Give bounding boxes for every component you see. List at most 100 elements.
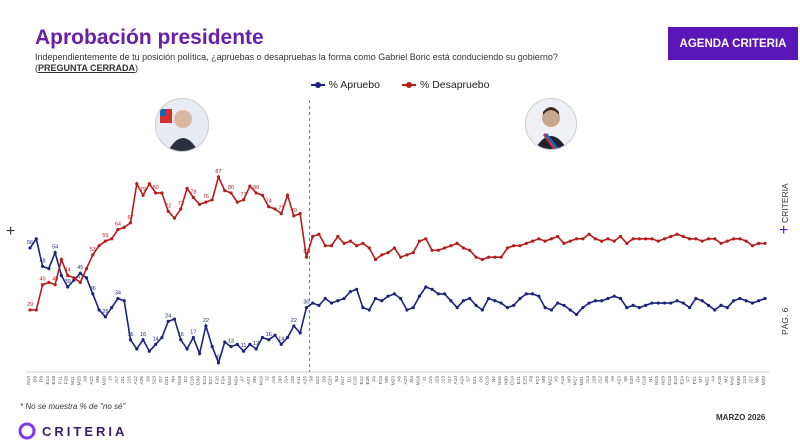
- point-desapruebo: [91, 253, 95, 257]
- point-apruebo: [66, 285, 70, 289]
- x-tick-label: E11: [516, 376, 522, 385]
- x-tick-label: M6: [95, 376, 101, 383]
- x-tick-label: A5: [554, 376, 560, 382]
- point-apruebo: [480, 308, 484, 312]
- x-tick-label: M22: [547, 376, 553, 386]
- point-desapruebo: [229, 191, 233, 195]
- data-label-apruebo: 13: [228, 339, 234, 345]
- x-tick-label: F9: [372, 376, 378, 382]
- point-apruebo: [631, 303, 635, 307]
- data-label-desapruebo: 53: [90, 247, 96, 253]
- point-desapruebo: [543, 239, 547, 243]
- data-label-desapruebo: 44: [65, 268, 71, 274]
- point-apruebo: [59, 273, 64, 278]
- agenda-criteria-button[interactable]: AGENDA CRITERIA: [668, 27, 798, 60]
- x-tick-label: A18: [717, 376, 723, 385]
- data-label-desapruebo: 29: [27, 302, 33, 308]
- series-line-apruebo: [29, 236, 766, 366]
- point-desapruebo: [725, 239, 729, 243]
- point-apruebo: [122, 299, 126, 303]
- point-desapruebo: [537, 237, 541, 241]
- x-tick-label: E12: [359, 376, 365, 385]
- x-tick-label: N17: [340, 376, 346, 385]
- point-desapruebo: [449, 244, 453, 248]
- x-tick-label: M11: [70, 376, 76, 385]
- point-desapruebo: [562, 241, 566, 246]
- point-desapruebo: [298, 211, 302, 216]
- point-apruebo: [530, 292, 535, 296]
- point-apruebo: [103, 315, 107, 319]
- x-tick-label: A6: [397, 376, 403, 382]
- data-label-desapruebo: 71: [278, 206, 284, 212]
- point-desapruebo: [216, 175, 221, 179]
- point-desapruebo: [122, 225, 126, 229]
- point-desapruebo: [141, 193, 145, 197]
- point-desapruebo: [656, 239, 660, 243]
- point-apruebo: [166, 319, 170, 324]
- x-tick-label: D16: [189, 376, 195, 385]
- point-desapruebo: [455, 241, 459, 246]
- point-desapruebo: [154, 191, 158, 195]
- x-tick-label: A26: [139, 376, 145, 385]
- x-tick-label: J3: [108, 376, 114, 381]
- point-desapruebo: [66, 273, 70, 278]
- point-desapruebo: [505, 246, 510, 250]
- x-tick-label: S21: [472, 376, 478, 385]
- data-label-apruebo: 16: [140, 332, 146, 338]
- data-label-desapruebo: 52: [303, 249, 309, 255]
- data-label-apruebo: 56: [27, 240, 33, 246]
- point-desapruebo: [650, 237, 654, 241]
- point-apruebo: [568, 308, 572, 312]
- x-tick-label: S6: [623, 376, 629, 382]
- point-apruebo: [574, 312, 579, 317]
- point-desapruebo: [612, 239, 616, 243]
- x-tick-label: N30: [503, 376, 509, 385]
- plus-icon-right[interactable]: +: [779, 222, 789, 239]
- point-apruebo: [556, 301, 560, 305]
- x-tick-label: O5: [478, 376, 484, 383]
- point-apruebo: [216, 361, 221, 365]
- point-apruebo: [600, 299, 604, 303]
- point-apruebo: [311, 301, 315, 305]
- data-label-desapruebo: 87: [215, 169, 221, 175]
- point-desapruebo: [593, 237, 597, 241]
- x-tick-label: N4: [170, 376, 176, 382]
- point-desapruebo: [480, 257, 484, 262]
- point-apruebo: [267, 338, 271, 342]
- point-apruebo: [524, 292, 528, 296]
- point-desapruebo: [292, 214, 296, 218]
- point-desapruebo: [757, 241, 761, 246]
- point-apruebo: [518, 296, 522, 301]
- x-tick-label: A19: [560, 376, 566, 385]
- point-apruebo: [581, 306, 585, 310]
- point-desapruebo: [311, 234, 315, 239]
- point-desapruebo: [681, 234, 685, 239]
- point-desapruebo: [669, 234, 673, 239]
- point-desapruebo: [273, 207, 277, 211]
- x-tick-label: M6: [755, 376, 761, 383]
- point-apruebo: [141, 338, 145, 342]
- x-tick-label: M24: [233, 376, 239, 386]
- point-apruebo: [317, 303, 321, 307]
- point-desapruebo: [179, 207, 183, 211]
- point-apruebo: [681, 301, 685, 305]
- point-apruebo: [204, 324, 208, 328]
- point-desapruebo: [568, 239, 572, 243]
- point-desapruebo: [625, 241, 629, 246]
- point-apruebo: [373, 296, 378, 301]
- data-label-apruebo: 22: [203, 318, 209, 324]
- x-tick-label: M25: [76, 376, 82, 386]
- point-apruebo: [386, 294, 390, 298]
- point-desapruebo: [28, 308, 32, 312]
- point-desapruebo: [443, 246, 447, 250]
- side-criteria-label: CRITERIA: [780, 183, 790, 223]
- point-apruebo: [179, 338, 183, 342]
- point-apruebo: [304, 306, 309, 310]
- legend-marker-apruebo: [310, 82, 325, 88]
- point-desapruebo: [185, 186, 189, 190]
- data-label-desapruebo: 80: [153, 185, 159, 191]
- plus-icon-left[interactable]: +: [6, 223, 16, 240]
- point-desapruebo: [719, 241, 723, 246]
- point-desapruebo: [323, 244, 327, 248]
